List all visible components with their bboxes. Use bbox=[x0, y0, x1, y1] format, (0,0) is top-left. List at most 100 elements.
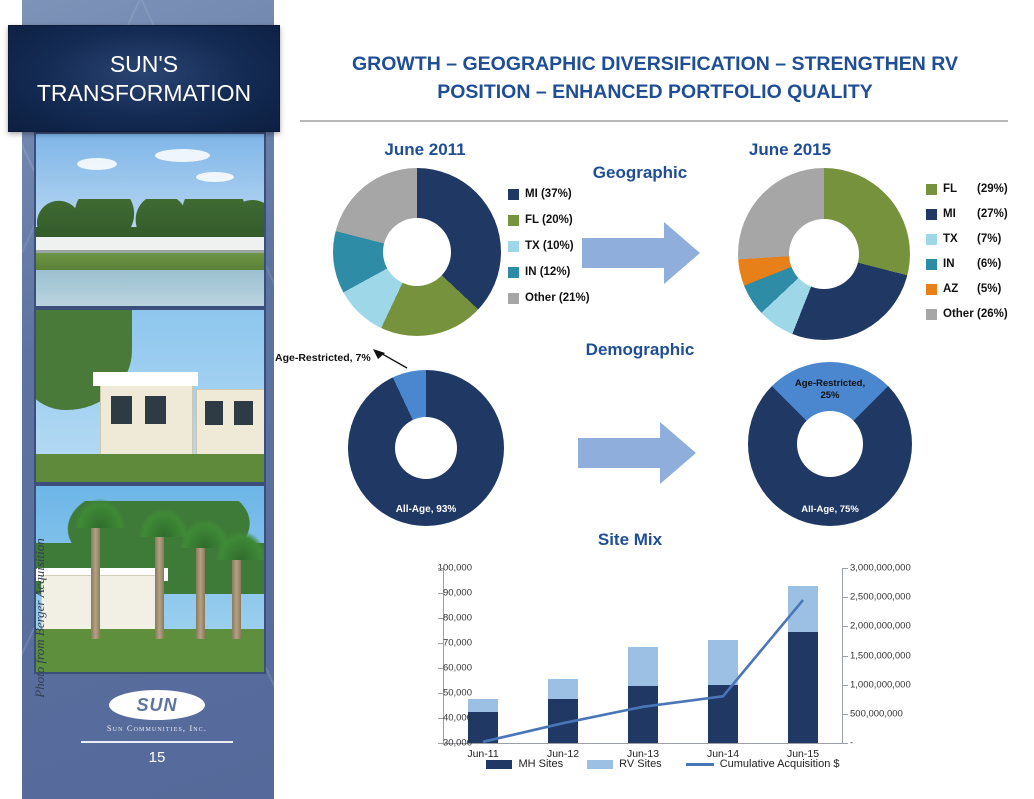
donut-hole bbox=[797, 411, 863, 477]
y-axis-tick bbox=[438, 743, 443, 744]
legend-value: (6%) bbox=[977, 258, 1002, 270]
y2-axis-tick-label: 2,000,000,000 bbox=[850, 620, 911, 632]
legend-label: TX bbox=[943, 233, 958, 245]
legend-swatch bbox=[508, 292, 519, 304]
chart-legend-item: RV Sites bbox=[587, 758, 662, 770]
banner-title-line1: SUN'S bbox=[109, 51, 179, 78]
chart-legend-label: Cumulative Acquisition $ bbox=[719, 758, 840, 770]
heading-june-2015: June 2015 bbox=[748, 140, 832, 159]
title-divider bbox=[300, 120, 1008, 122]
legend-item: IN (6%) bbox=[926, 258, 1008, 270]
legend-geographic-2015: FL (29%) MI (27%) TX (7%) IN (6%) AZ (5%) Other (26… bbox=[926, 183, 1008, 333]
legend-item: TX (10%) bbox=[508, 240, 590, 252]
y2-axis-tick bbox=[843, 684, 848, 686]
legend-item: AZ (5%) bbox=[926, 283, 1008, 295]
legend-item: Other (21%) bbox=[508, 292, 590, 304]
chart-legend-label: MH Sites bbox=[518, 758, 564, 770]
donut-hole bbox=[395, 417, 457, 479]
y-axis-tick bbox=[438, 668, 443, 669]
bar-segment-rv-sites bbox=[468, 699, 498, 712]
bar-column bbox=[788, 568, 818, 743]
community-photo-palms bbox=[34, 484, 266, 674]
label-all-age-2015: All-Age, 75% bbox=[801, 504, 859, 515]
chart-legend-label: RV Sites bbox=[619, 758, 662, 770]
y2-axis-line bbox=[842, 568, 843, 743]
legend-label: AZ bbox=[943, 283, 959, 295]
bar-column bbox=[628, 568, 658, 743]
legend-item: IN (12%) bbox=[508, 266, 590, 278]
bar-segment-rv-sites bbox=[628, 647, 658, 686]
y2-axis-tick bbox=[843, 568, 848, 569]
chart-legend-marker bbox=[685, 762, 714, 766]
donut-chart-geographic-2011 bbox=[333, 168, 501, 336]
heading-demographic: Demographic bbox=[585, 340, 695, 359]
legend-swatch bbox=[926, 258, 937, 270]
legend-label: TX (10%) bbox=[525, 240, 574, 252]
legend-label: FL bbox=[943, 183, 958, 195]
x-axis-tick-label: Jun-11 bbox=[467, 748, 499, 760]
legend-label: IN bbox=[943, 258, 955, 270]
logo-divider bbox=[81, 741, 233, 743]
legend-label: Other bbox=[943, 308, 974, 320]
legend-item: FL (20%) bbox=[508, 214, 590, 226]
donut-hole bbox=[789, 219, 859, 289]
transition-arrow-geographic bbox=[582, 222, 700, 284]
y-axis-tick-label: 70,000 bbox=[442, 637, 472, 649]
heading-site-mix: Site Mix bbox=[597, 530, 663, 549]
cumulative-acquisition-line bbox=[482, 599, 804, 744]
legend-label: IN (12%) bbox=[525, 266, 571, 278]
legend-swatch bbox=[926, 233, 937, 245]
y-axis-line bbox=[443, 568, 444, 743]
photo-credit: Photo from Berger Acquisition bbox=[32, 538, 47, 698]
legend-value: (27%) bbox=[977, 208, 1008, 220]
y2-axis-tick bbox=[843, 626, 848, 628]
heading-geographic: Geographic bbox=[592, 163, 688, 182]
legend-item: TX (7%) bbox=[926, 233, 1008, 245]
legend-swatch bbox=[508, 188, 519, 200]
x-axis-tick-label: Jun-15 bbox=[786, 748, 820, 760]
bar-segment-rv-sites bbox=[548, 678, 578, 699]
donut-chart-geographic-2015 bbox=[738, 168, 910, 340]
legend-swatch bbox=[926, 283, 937, 295]
legend-swatch bbox=[926, 183, 937, 195]
legend-label: Other (21%) bbox=[525, 292, 590, 304]
chart-plot-area bbox=[443, 568, 843, 743]
y2-axis-tick-label: 3,000,000,000 bbox=[850, 562, 911, 574]
bar-segment-rv-sites bbox=[708, 639, 738, 685]
y-axis-tick bbox=[438, 593, 443, 594]
legend-swatch bbox=[926, 208, 937, 220]
chart-legend-item: MH Sites bbox=[486, 758, 563, 770]
label-line: 25% bbox=[820, 390, 840, 402]
legend-item: MI (37%) bbox=[508, 188, 590, 200]
y-axis-tick bbox=[438, 693, 443, 694]
y2-axis-tick bbox=[843, 597, 848, 599]
y2-axis-tick bbox=[843, 713, 848, 715]
x-axis-line bbox=[443, 743, 843, 744]
y-axis-tick bbox=[438, 718, 443, 719]
legend-swatch bbox=[926, 308, 937, 320]
donut-hole bbox=[383, 218, 451, 286]
y2-axis-tick-label: 1,500,000,000 bbox=[850, 650, 911, 661]
legend-item: FL (29%) bbox=[926, 183, 1008, 195]
donut-chart-demographic-2015 bbox=[748, 362, 912, 526]
y-axis-tick bbox=[438, 568, 443, 569]
community-photo-lake bbox=[34, 132, 266, 308]
chart-legend-marker bbox=[587, 759, 614, 769]
legend-value: (5%) bbox=[977, 283, 1002, 295]
x-axis-tick-label: Jun-13 bbox=[626, 748, 660, 760]
y2-axis-tick-label: 500,000,000 bbox=[850, 708, 903, 720]
bar-column bbox=[468, 568, 498, 743]
y2-axis-tick-label: - bbox=[850, 737, 854, 749]
y-axis-tick-label: 30,000 bbox=[442, 737, 472, 749]
transition-arrow-demographic bbox=[578, 422, 696, 484]
chart-legend-item: Cumulative Acquisition $ bbox=[685, 758, 840, 770]
y-axis-tick bbox=[438, 643, 443, 644]
sidebar-banner: SUN'S TRANSFORMATION bbox=[8, 25, 280, 132]
legend-value: (7%) bbox=[977, 233, 1002, 245]
y-axis-tick-label: 80,000 bbox=[442, 612, 472, 624]
y-axis-tick-label: 60,000 bbox=[442, 662, 472, 674]
y2-axis-tick bbox=[843, 655, 848, 657]
bar-segment-mh-sites bbox=[468, 711, 498, 743]
legend-label: MI bbox=[943, 208, 956, 220]
y-axis-tick-label: 40,000 bbox=[442, 712, 472, 724]
